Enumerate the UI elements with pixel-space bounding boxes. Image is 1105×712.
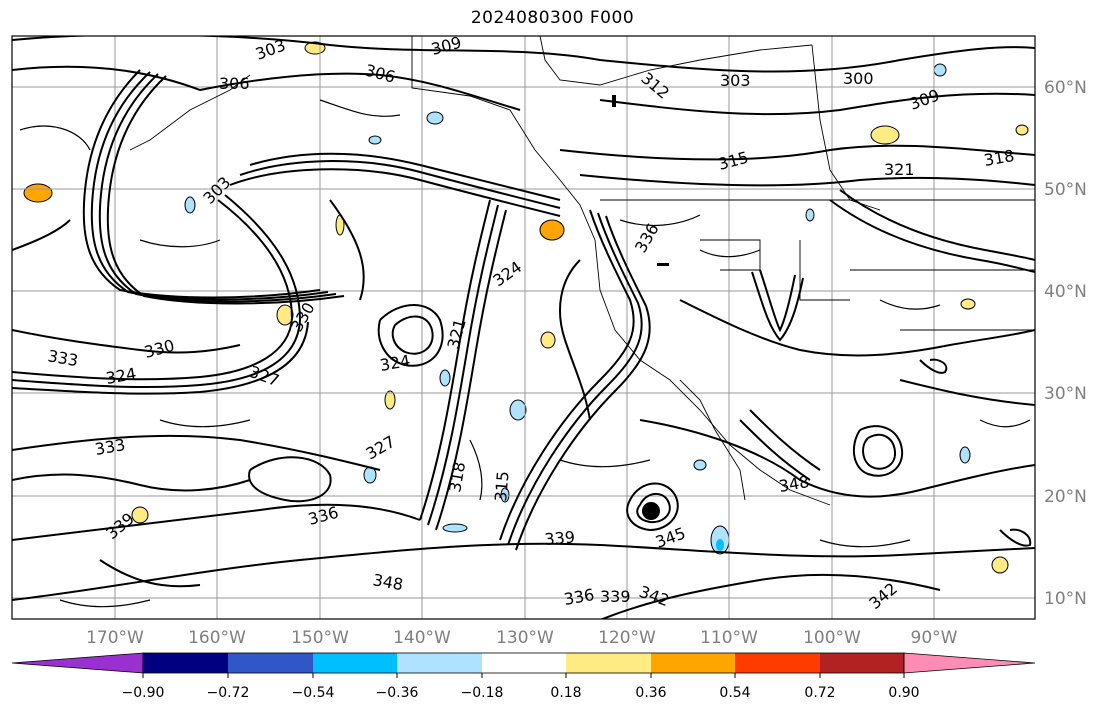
- colorbar-segment: [228, 653, 313, 673]
- colorbar-segment: [397, 653, 482, 673]
- colorbar-tick-label: −0.18: [461, 685, 504, 701]
- contour-label: 339: [544, 527, 576, 549]
- colorbar-tick-label: −0.90: [122, 685, 165, 701]
- lat-label: 30°N: [1044, 384, 1087, 404]
- colorbar-tick-labels: −0.90 −0.72 −0.54 −0.36 −0.18 0.18 0.36 …: [122, 685, 920, 701]
- map-title: 2024080300 F000: [470, 8, 635, 28]
- lon-label: 170°W: [86, 628, 144, 648]
- contour-label: 339: [600, 587, 631, 606]
- low-center-marker: [642, 502, 660, 520]
- colorbar-ticks: [142, 673, 905, 678]
- colorbar-segment: [566, 653, 651, 673]
- marker-small: [612, 95, 616, 107]
- colorbar-segment: [143, 653, 228, 673]
- lat-label: 50°N: [1044, 180, 1087, 200]
- colorbar-tick-label: 0.90: [888, 685, 919, 701]
- colorbar-frame: [142, 652, 905, 674]
- colorbar-segment: [651, 653, 735, 673]
- minor-contours: [19, 99, 1031, 608]
- longitude-labels: 170°W 160°W 150°W 140°W 130°W 120°W 110°…: [86, 628, 958, 648]
- contour-label: 321: [884, 160, 915, 179]
- colorbar-tick-label: −0.54: [292, 685, 335, 701]
- contour-label: 306: [219, 74, 250, 93]
- lon-label: 160°W: [188, 628, 246, 648]
- lat-label: 40°N: [1044, 282, 1087, 302]
- lon-label: 140°W: [393, 628, 451, 648]
- contour-label: 300: [843, 69, 874, 88]
- contour-label: 309: [429, 33, 463, 59]
- latitude-labels: 60°N 50°N 40°N 30°N 20°N 10°N: [1044, 78, 1087, 609]
- colorbar-tick-label: −0.36: [376, 685, 419, 701]
- contour-lines: [12, 36, 1035, 619]
- marker-small: [657, 263, 669, 266]
- colorbar-extend-max: [903, 652, 1036, 674]
- coastlines: [129, 36, 1035, 506]
- colorbar-segment: [482, 653, 566, 673]
- lat-label: 20°N: [1044, 487, 1087, 507]
- colorbar-extend-min: [11, 652, 144, 674]
- lon-label: 110°W: [700, 628, 758, 648]
- lon-label: 90°W: [911, 628, 958, 648]
- lat-label: 60°N: [1044, 78, 1087, 98]
- contour-label: 315: [491, 470, 513, 502]
- contour-label: 303: [720, 71, 751, 90]
- colorbar-segment: [820, 653, 904, 673]
- lon-label: 150°W: [291, 628, 349, 648]
- lon-label: 130°W: [496, 628, 554, 648]
- map-panel[interactable]: 303 306 309 306 303 300 312 309 315 318 …: [11, 33, 1036, 620]
- colorbar-segment: [735, 653, 820, 673]
- map-frame: [11, 35, 1036, 620]
- colorbar-segment: [313, 653, 397, 673]
- lat-label: 10°N: [1044, 589, 1087, 609]
- colorbar-tick-label: 0.18: [550, 685, 581, 701]
- colorbar-tick-label: 0.36: [635, 685, 666, 701]
- colorbar-tick-label: 0.54: [719, 685, 750, 701]
- lon-label: 120°W: [598, 628, 656, 648]
- colorbar-tick-label: 0.72: [804, 685, 835, 701]
- map-background: [12, 36, 1035, 619]
- shaded-fill-layer: [23, 41, 1029, 574]
- lon-label: 100°W: [803, 628, 861, 648]
- colorbar-tick-label: −0.72: [207, 685, 250, 701]
- colorbar: −0.90 −0.72 −0.54 −0.36 −0.18 0.18 0.36 …: [11, 652, 1036, 701]
